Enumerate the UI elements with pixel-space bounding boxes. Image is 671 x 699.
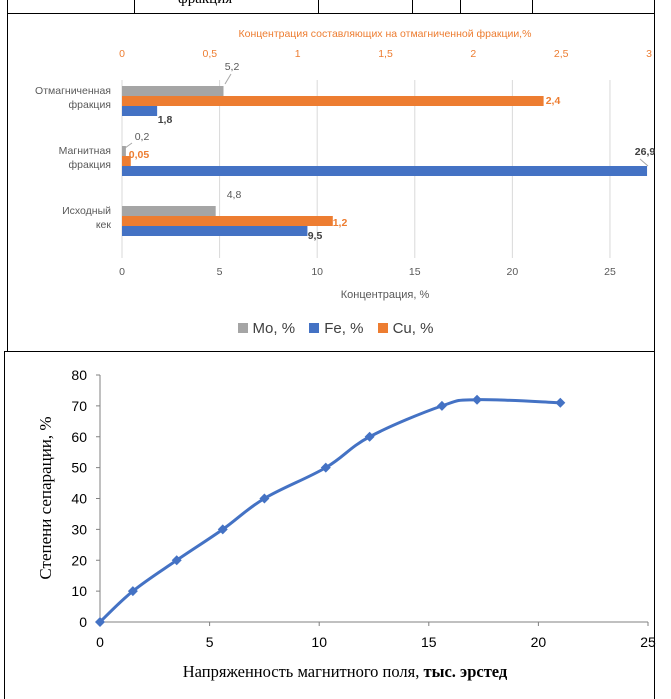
primary-tick-label: 25	[604, 266, 616, 278]
chart-title: Концентрация составляющих на отмагниченн…	[239, 28, 532, 40]
bar-mo	[122, 146, 126, 156]
data-point	[95, 617, 105, 627]
x-tick-label: 25	[640, 634, 656, 650]
data-point	[171, 555, 182, 566]
data-label-fe: 9,5	[308, 230, 323, 242]
line-chart-frame	[4, 351, 655, 699]
primary-tick-label: 0	[119, 266, 125, 278]
legend-label: Cu, %	[392, 320, 434, 337]
bar-chart-frame	[7, 14, 655, 351]
secondary-tick-label: 2,5	[554, 48, 569, 60]
y-tick-label: 30	[71, 521, 87, 537]
data-label-fe: 26,9	[635, 146, 656, 158]
secondary-tick-label: 1	[295, 48, 301, 60]
primary-tick-label: 10	[311, 266, 323, 278]
legend-swatch	[237, 323, 248, 333]
series-line	[98, 398, 561, 624]
data-point	[217, 524, 228, 535]
bar-cu	[122, 156, 131, 166]
legend-item-fe: Fe, %	[309, 320, 363, 337]
x-tick-label: 10	[311, 634, 327, 650]
y-tick-label: 40	[71, 491, 87, 507]
x-axis-title: Концентрация, %	[341, 289, 430, 301]
bar-mo	[122, 206, 216, 216]
x-tick-label: 15	[421, 634, 437, 650]
y-tick-label: 70	[71, 398, 87, 414]
table-divider	[318, 0, 319, 13]
legend-label: Fe, %	[324, 320, 364, 337]
leader-line	[639, 158, 649, 167]
category-label: Магнитная фракция	[59, 145, 111, 171]
legend-item-mo: Mo, %	[237, 320, 296, 337]
legend-label: Mo, %	[252, 320, 296, 337]
data-label-mo: 5,2	[225, 61, 240, 73]
table-divider	[134, 0, 135, 13]
category-label: Отмагниченная фракция	[35, 85, 111, 111]
data-label-mo: 4,8	[227, 189, 242, 201]
bar-cu	[122, 216, 333, 226]
secondary-tick-label: 1,5	[378, 48, 393, 60]
primary-tick-label: 5	[217, 266, 223, 278]
data-point	[436, 400, 447, 411]
table-divider	[460, 0, 461, 13]
y-tick-label: 80	[71, 367, 87, 383]
data-point	[127, 586, 138, 597]
x-axis-title: Напряженность магнитного поля, тыс. эрст…	[183, 662, 508, 681]
table-divider	[532, 0, 533, 13]
data-label-cu: 1,2	[333, 217, 348, 229]
y-tick-label: 60	[71, 429, 87, 445]
y-tick-label: 0	[79, 614, 87, 630]
primary-tick-label: 15	[409, 266, 421, 278]
concentration-bar-chart: Концентрация составляющих на отмагниченн…	[35, 28, 656, 301]
table-divider	[412, 0, 413, 13]
data-point	[555, 397, 566, 408]
data-label-mo: 0,2	[135, 131, 150, 143]
data-label-fe: 1,8	[158, 114, 173, 126]
bar-cu	[122, 96, 544, 106]
data-label-cu: 2,4	[546, 95, 561, 107]
x-tick-label: 20	[531, 634, 547, 650]
data-point	[259, 493, 270, 504]
x-tick-label: 5	[206, 634, 214, 650]
category-label: Исходный кек	[62, 205, 111, 231]
data-point	[364, 431, 375, 442]
secondary-tick-label: 2	[470, 48, 476, 60]
legend-item-cu: Cu, %	[377, 320, 434, 337]
primary-tick-label: 20	[507, 266, 519, 278]
data-point	[320, 462, 331, 473]
data-point	[472, 394, 483, 405]
leader-line	[224, 73, 232, 85]
bar-fe	[122, 226, 308, 236]
table-fragment: фракция	[7, 0, 655, 14]
x-tick-label: 0	[96, 634, 104, 650]
leader-line	[124, 142, 133, 149]
secondary-tick-label: 0	[119, 48, 125, 60]
legend-swatch	[309, 323, 320, 333]
chart-legend: Mo, % Fe, % Cu, %	[0, 320, 671, 337]
y-axis-title: Степени сепарации, %	[36, 416, 55, 579]
data-label-cu: 0,05	[129, 149, 150, 161]
y-tick-label: 50	[71, 460, 87, 476]
bar-fe	[122, 166, 648, 176]
table-cell-text: фракция	[178, 0, 232, 8]
bar-mo	[122, 86, 224, 96]
legend-swatch	[377, 323, 388, 333]
y-tick-label: 10	[71, 583, 87, 599]
secondary-tick-label: 0,5	[203, 48, 218, 60]
y-tick-label: 20	[71, 552, 87, 568]
bar-fe	[122, 106, 158, 116]
secondary-tick-label: 3	[646, 48, 652, 60]
